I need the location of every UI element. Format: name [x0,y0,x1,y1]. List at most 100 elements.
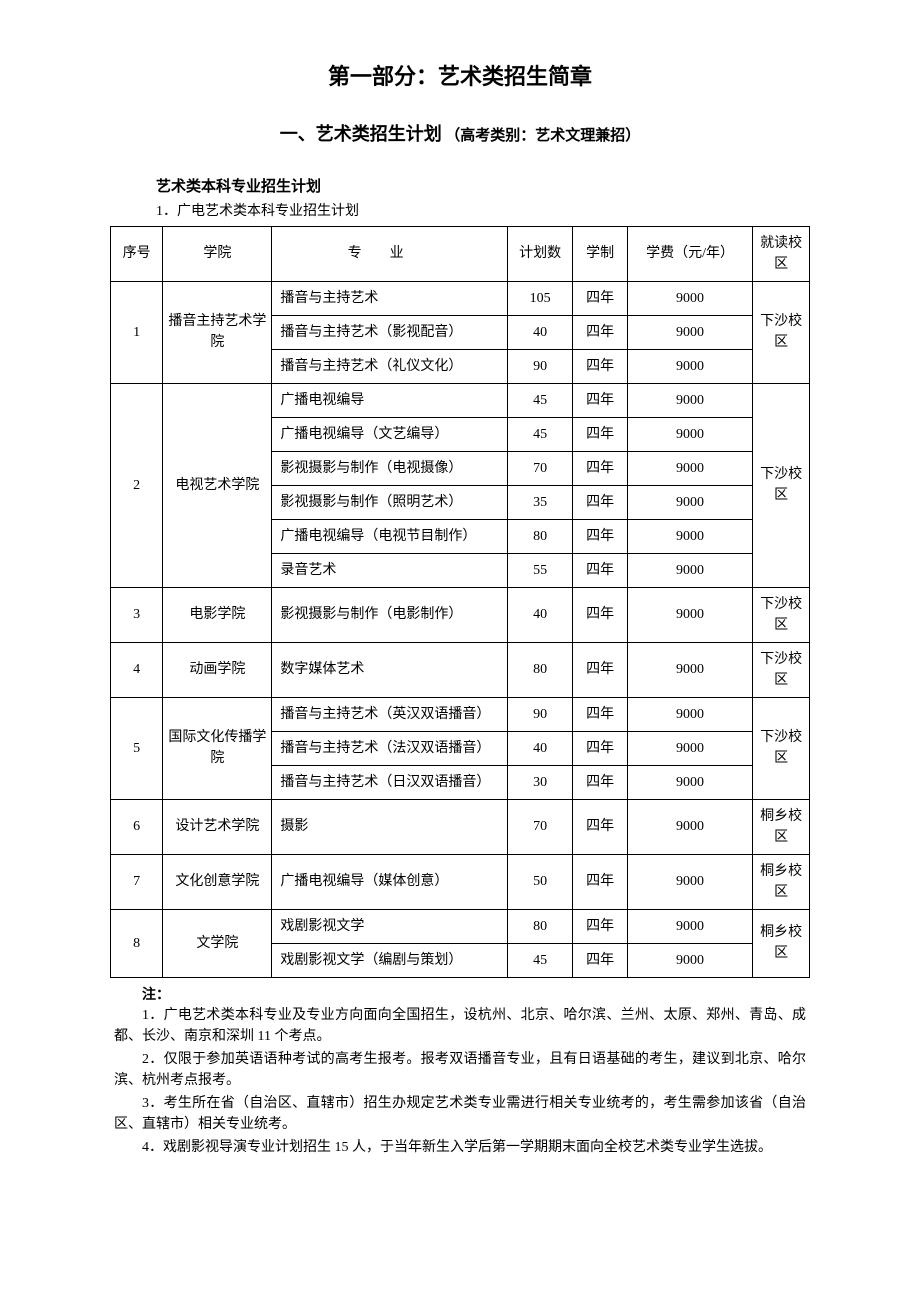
cell-plan: 80 [507,909,572,943]
cell-plan: 45 [507,417,572,451]
section-number: 1．广电艺术类本科专业招生计划 [156,201,810,222]
cell-college: 动画学院 [163,642,272,697]
cell-major: 影视摄影与制作（照明艺术） [272,485,508,519]
cell-campus: 下沙校区 [753,697,810,799]
cell-college: 播音主持艺术学院 [163,281,272,383]
col-years: 学制 [573,226,628,281]
cell-college: 电视艺术学院 [163,383,272,587]
cell-years: 四年 [573,587,628,642]
cell-plan: 70 [507,799,572,854]
cell-plan: 40 [507,315,572,349]
cell-plan: 40 [507,587,572,642]
cell-campus: 下沙校区 [753,642,810,697]
cell-years: 四年 [573,281,628,315]
notes-section: 注： 1．广电艺术类本科专业及专业方向面向全国招生，设杭州、北京、哈尔滨、兰州、… [110,984,810,1158]
cell-fee: 9000 [627,417,752,451]
cell-campus: 下沙校区 [753,281,810,383]
cell-fee: 9000 [627,315,752,349]
col-no: 序号 [111,226,163,281]
cell-no: 2 [111,383,163,587]
cell-no: 5 [111,697,163,799]
cell-campus: 桐乡校区 [753,799,810,854]
cell-fee: 9000 [627,281,752,315]
cell-plan: 80 [507,642,572,697]
col-campus: 就读校区 [753,226,810,281]
cell-fee: 9000 [627,451,752,485]
cell-fee: 9000 [627,731,752,765]
cell-major: 播音与主持艺术 [272,281,508,315]
cell-plan: 55 [507,553,572,587]
subtitle-b: （高考类别：艺术文理兼招） [445,127,640,144]
cell-major: 数字媒体艺术 [272,642,508,697]
cell-no: 6 [111,799,163,854]
col-plan: 计划数 [507,226,572,281]
cell-years: 四年 [573,349,628,383]
col-major: 专业 [272,226,508,281]
cell-fee: 9000 [627,909,752,943]
cell-major: 戏剧影视文学（编剧与策划） [272,943,508,977]
cell-fee: 9000 [627,383,752,417]
cell-plan: 45 [507,943,572,977]
cell-years: 四年 [573,854,628,909]
cell-college: 国际文化传播学院 [163,697,272,799]
cell-plan: 105 [507,281,572,315]
cell-years: 四年 [573,315,628,349]
cell-plan: 90 [507,697,572,731]
table-row: 3电影学院影视摄影与制作（电影制作）40四年9000下沙校区 [111,587,810,642]
notes-heading: 注： [142,984,806,1005]
table-header-row: 序号 学院 专业 计划数 学制 学费（元/年） 就读校区 [111,226,810,281]
cell-fee: 9000 [627,485,752,519]
cell-fee: 9000 [627,349,752,383]
cell-years: 四年 [573,731,628,765]
note-item: 4．戏剧影视导演专业计划招生 15 人，于当年新生入学后第一学期期末面向全校艺术… [114,1137,806,1158]
cell-college: 设计艺术学院 [163,799,272,854]
cell-college: 电影学院 [163,587,272,642]
table-row: 7文化创意学院广播电视编导（媒体创意）50四年9000桐乡校区 [111,854,810,909]
cell-plan: 30 [507,765,572,799]
cell-major: 播音与主持艺术（影视配音） [272,315,508,349]
cell-fee: 9000 [627,697,752,731]
table-row: 2电视艺术学院广播电视编导45四年9000下沙校区 [111,383,810,417]
cell-campus: 桐乡校区 [753,909,810,977]
table-row: 5国际文化传播学院播音与主持艺术（英汉双语播音）90四年9000下沙校区 [111,697,810,731]
cell-fee: 9000 [627,587,752,642]
cell-major: 戏剧影视文学 [272,909,508,943]
cell-major: 广播电视编导（媒体创意） [272,854,508,909]
cell-major: 录音艺术 [272,553,508,587]
cell-major: 摄影 [272,799,508,854]
cell-major: 播音与主持艺术（日汉双语播音） [272,765,508,799]
note-item: 2．仅限于参加英语语种考试的高考生报考。报考双语播音专业，且有日语基础的考生，建… [114,1049,806,1091]
cell-years: 四年 [573,943,628,977]
col-fee: 学费（元/年） [627,226,752,281]
page-title: 第一部分：艺术类招生简章 [110,60,810,93]
cell-major: 影视摄影与制作（电视摄像） [272,451,508,485]
cell-years: 四年 [573,642,628,697]
page-subtitle: 一、艺术类招生计划 （高考类别：艺术文理兼招） [110,121,810,148]
cell-fee: 9000 [627,642,752,697]
cell-major: 广播电视编导（文艺编导） [272,417,508,451]
table-row: 1播音主持艺术学院播音与主持艺术105四年9000下沙校区 [111,281,810,315]
cell-fee: 9000 [627,519,752,553]
col-college: 学院 [163,226,272,281]
subtitle-a: 一、艺术类招生计划 [280,124,442,144]
cell-years: 四年 [573,485,628,519]
cell-fee: 9000 [627,553,752,587]
cell-years: 四年 [573,383,628,417]
cell-years: 四年 [573,765,628,799]
cell-years: 四年 [573,799,628,854]
cell-years: 四年 [573,417,628,451]
cell-years: 四年 [573,519,628,553]
admissions-table: 序号 学院 专业 计划数 学制 学费（元/年） 就读校区 1播音主持艺术学院播音… [110,226,810,978]
cell-campus: 下沙校区 [753,587,810,642]
cell-major: 播音与主持艺术（英汉双语播音） [272,697,508,731]
cell-plan: 40 [507,731,572,765]
cell-no: 4 [111,642,163,697]
cell-plan: 35 [507,485,572,519]
cell-major: 播音与主持艺术（礼仪文化） [272,349,508,383]
cell-fee: 9000 [627,854,752,909]
cell-plan: 80 [507,519,572,553]
cell-years: 四年 [573,451,628,485]
cell-plan: 90 [507,349,572,383]
cell-major: 影视摄影与制作（电影制作） [272,587,508,642]
section-heading: 艺术类本科专业招生计划 [156,176,810,199]
